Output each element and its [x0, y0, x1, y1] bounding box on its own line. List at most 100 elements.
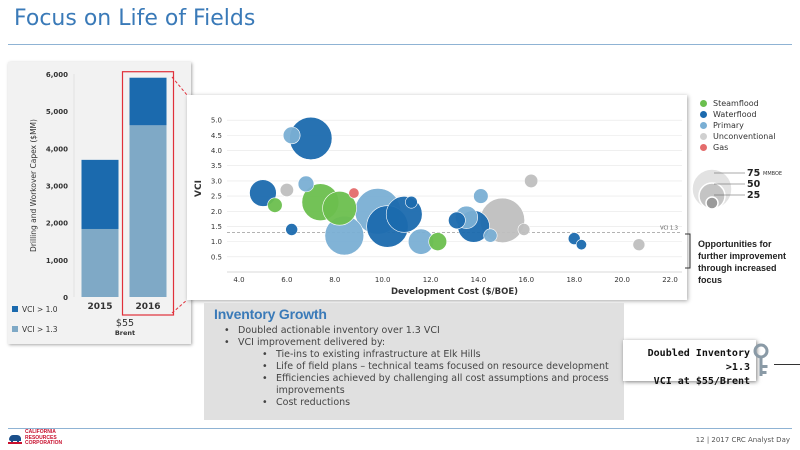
scatter-x-tick-label: 22.0 — [662, 276, 678, 284]
company-logo: CALIFORNIA RESOURCES CORPORATION — [8, 429, 63, 447]
bar-y-tick-label: 6,000 — [46, 71, 68, 79]
bar-segment-2015-vci-1-3 — [81, 228, 119, 297]
inventory-growth-box: Inventory Growth Doubled actionable inve… — [204, 303, 624, 420]
scatter-x-tick-label: 4.0 — [233, 276, 244, 284]
bar-segment-2016-vci-1-0 — [129, 77, 167, 126]
bubble-primary — [282, 126, 301, 145]
legend-label: Unconventional — [713, 132, 776, 141]
footer-divider — [8, 428, 792, 429]
vci-scatter-panel: 0.5 1.0 1.5 2.0 2.5 3.0 3.5 4.0 4.5 5.0 4.0 6.0 8.0 1… — [187, 95, 687, 300]
legend-item-waterflood: Waterflood — [700, 109, 775, 120]
scatter-x-tick-label: 8.0 — [329, 276, 340, 284]
legend-item-primary: Primary — [700, 120, 775, 131]
bubble-unconventional — [524, 173, 539, 188]
legend-dot-waterflood — [700, 111, 707, 118]
sub-bullet-item: Tie-ins to existing infrastructure at El… — [224, 349, 619, 361]
bubble-waterflood — [405, 195, 418, 209]
footer-page-label: 12 | 2017 CRC Analyst Day — [695, 436, 790, 444]
bullet-item: Doubled actionable inventory over 1.3 VC… — [224, 325, 619, 337]
logo-text: CALIFORNIA RESOURCES CORPORATION — [25, 429, 63, 447]
bar-y-tick-label: 2,000 — [46, 220, 68, 228]
bubble-gas — [348, 187, 360, 199]
bar-legend-swatch — [12, 306, 18, 312]
bar-x-tick-label: 2016 — [135, 302, 160, 312]
bar-legend-label: VCI > 1.0 — [22, 305, 58, 314]
size-legend-label: 50 — [747, 179, 761, 190]
legend-dot-unconventional — [700, 133, 707, 140]
bubble-unconventional — [279, 183, 294, 198]
scatter-legend: Steamflood Waterflood Primary Unconventi… — [700, 98, 775, 153]
legend-dot-gas — [700, 144, 707, 151]
scatter-y-tick-label: 0.5 — [211, 253, 222, 261]
bar-y-tick-label: 5,000 — [46, 108, 68, 116]
opportunities-text: Opportunities for further improvement th… — [698, 239, 787, 285]
brent-label: Brent — [115, 329, 135, 337]
scatter-x-tick-label: 12.0 — [423, 276, 439, 284]
scatter-y-tick-label: 1.5 — [211, 223, 222, 231]
size-legend-unit: MMBOE — [763, 171, 782, 177]
legend-label: Steamflood — [713, 99, 759, 108]
legend-item-steamflood: Steamflood — [700, 98, 775, 109]
bar-y-axis-label: Drilling and Workover Capex ($MM) — [29, 119, 38, 252]
callout-line-2: VCI at $55/Brent — [653, 376, 750, 387]
bar-segment-2016-vci-1-3 — [129, 125, 167, 297]
bar-segment-2015-vci-1-0 — [81, 159, 119, 229]
bear-logo-icon — [8, 435, 22, 445]
scatter-x-tick-label: 10.0 — [375, 276, 391, 284]
sub-bullet-item: Cost reductions — [224, 397, 619, 409]
bubble-waterflood — [285, 223, 298, 236]
scatter-y-tick-label: 1.0 — [211, 238, 222, 246]
scatter-x-axis-label: Development Cost ($/BOE) — [391, 287, 518, 297]
bar-x-tick-label: 2015 — [87, 302, 112, 312]
inventory-growth-title: Inventory Growth — [214, 306, 327, 322]
scatter-y-tick-label: 4.0 — [211, 147, 222, 155]
scatter-y-tick-label: 5.0 — [211, 117, 222, 125]
vci-reference-label: VCI 1.3 — [660, 226, 678, 232]
legend-item-unconventional: Unconventional — [700, 131, 775, 142]
scatter-y-tick-label: 2.5 — [211, 193, 222, 201]
legend-item-gas: Gas — [700, 142, 775, 153]
page-title: Focus on Life of Fields — [14, 6, 256, 31]
capex-bar-chart-panel: 0 1,000 2,000 3,000 4,000 5,000 6,000 Drilling … — [8, 62, 191, 344]
scatter-x-tick-label: 18.0 — [566, 276, 582, 284]
legend-label: Primary — [713, 121, 744, 130]
size-legend-label: 75 — [747, 168, 760, 179]
legend-dot-primary — [700, 122, 707, 129]
bubble-primary — [483, 228, 498, 243]
bubble-primary — [297, 175, 315, 193]
bubble-unconventional — [517, 223, 531, 236]
capex-bar-chart: 0 1,000 2,000 3,000 4,000 5,000 6,000 Drilling … — [12, 71, 175, 337]
bubble-steamflood — [428, 232, 448, 251]
logo-line: RESOURCES — [25, 434, 57, 441]
bar-y-tick-label: 0 — [63, 294, 68, 302]
bubble-steamflood — [267, 197, 283, 213]
bar-y-tick-label: 1,000 — [46, 257, 68, 265]
bubble-waterflood — [575, 239, 587, 251]
scatter-y-tick-label: 4.5 — [211, 132, 222, 140]
logo-line: CORPORATION — [25, 440, 63, 446]
scatter-y-axis-label: VCI — [194, 180, 204, 197]
legend-label: Waterflood — [713, 110, 757, 119]
size-legend-bubble — [705, 196, 719, 210]
logo-line: CALIFORNIA — [25, 429, 56, 435]
bar-y-tick-label: 4,000 — [46, 145, 68, 153]
bar-y-tick-label: 3,000 — [46, 183, 68, 191]
bullet-item: VCI improvement delivered by: — [224, 337, 619, 349]
bubble-steamflood — [322, 190, 357, 226]
bubble-waterflood — [448, 211, 466, 230]
scatter-x-tick-label: 20.0 — [614, 276, 630, 284]
opportunities-bracket — [685, 233, 691, 269]
highlight-2016-frame — [121, 71, 175, 316]
bubble-primary — [473, 188, 489, 204]
scatter-y-tick-label: 3.0 — [211, 177, 222, 185]
bar-legend-label: VCI > 1.3 — [22, 325, 58, 334]
scatter-x-tick-label: 6.0 — [281, 276, 292, 284]
callout-connector — [774, 364, 800, 365]
legend-dot-steamflood — [700, 100, 707, 107]
legend-label: Gas — [713, 143, 729, 152]
sub-bullet-item: Efficiencies achieved by challenging all… — [224, 373, 619, 397]
scatter-y-tick-label: 3.5 — [211, 162, 222, 170]
vci-scatter-chart: 0.5 1.0 1.5 2.0 2.5 3.0 3.5 4.0 4.5 5.0 4.0 6.0 8.0 1… — [194, 117, 682, 297]
size-legend-label: 25 — [747, 190, 760, 201]
